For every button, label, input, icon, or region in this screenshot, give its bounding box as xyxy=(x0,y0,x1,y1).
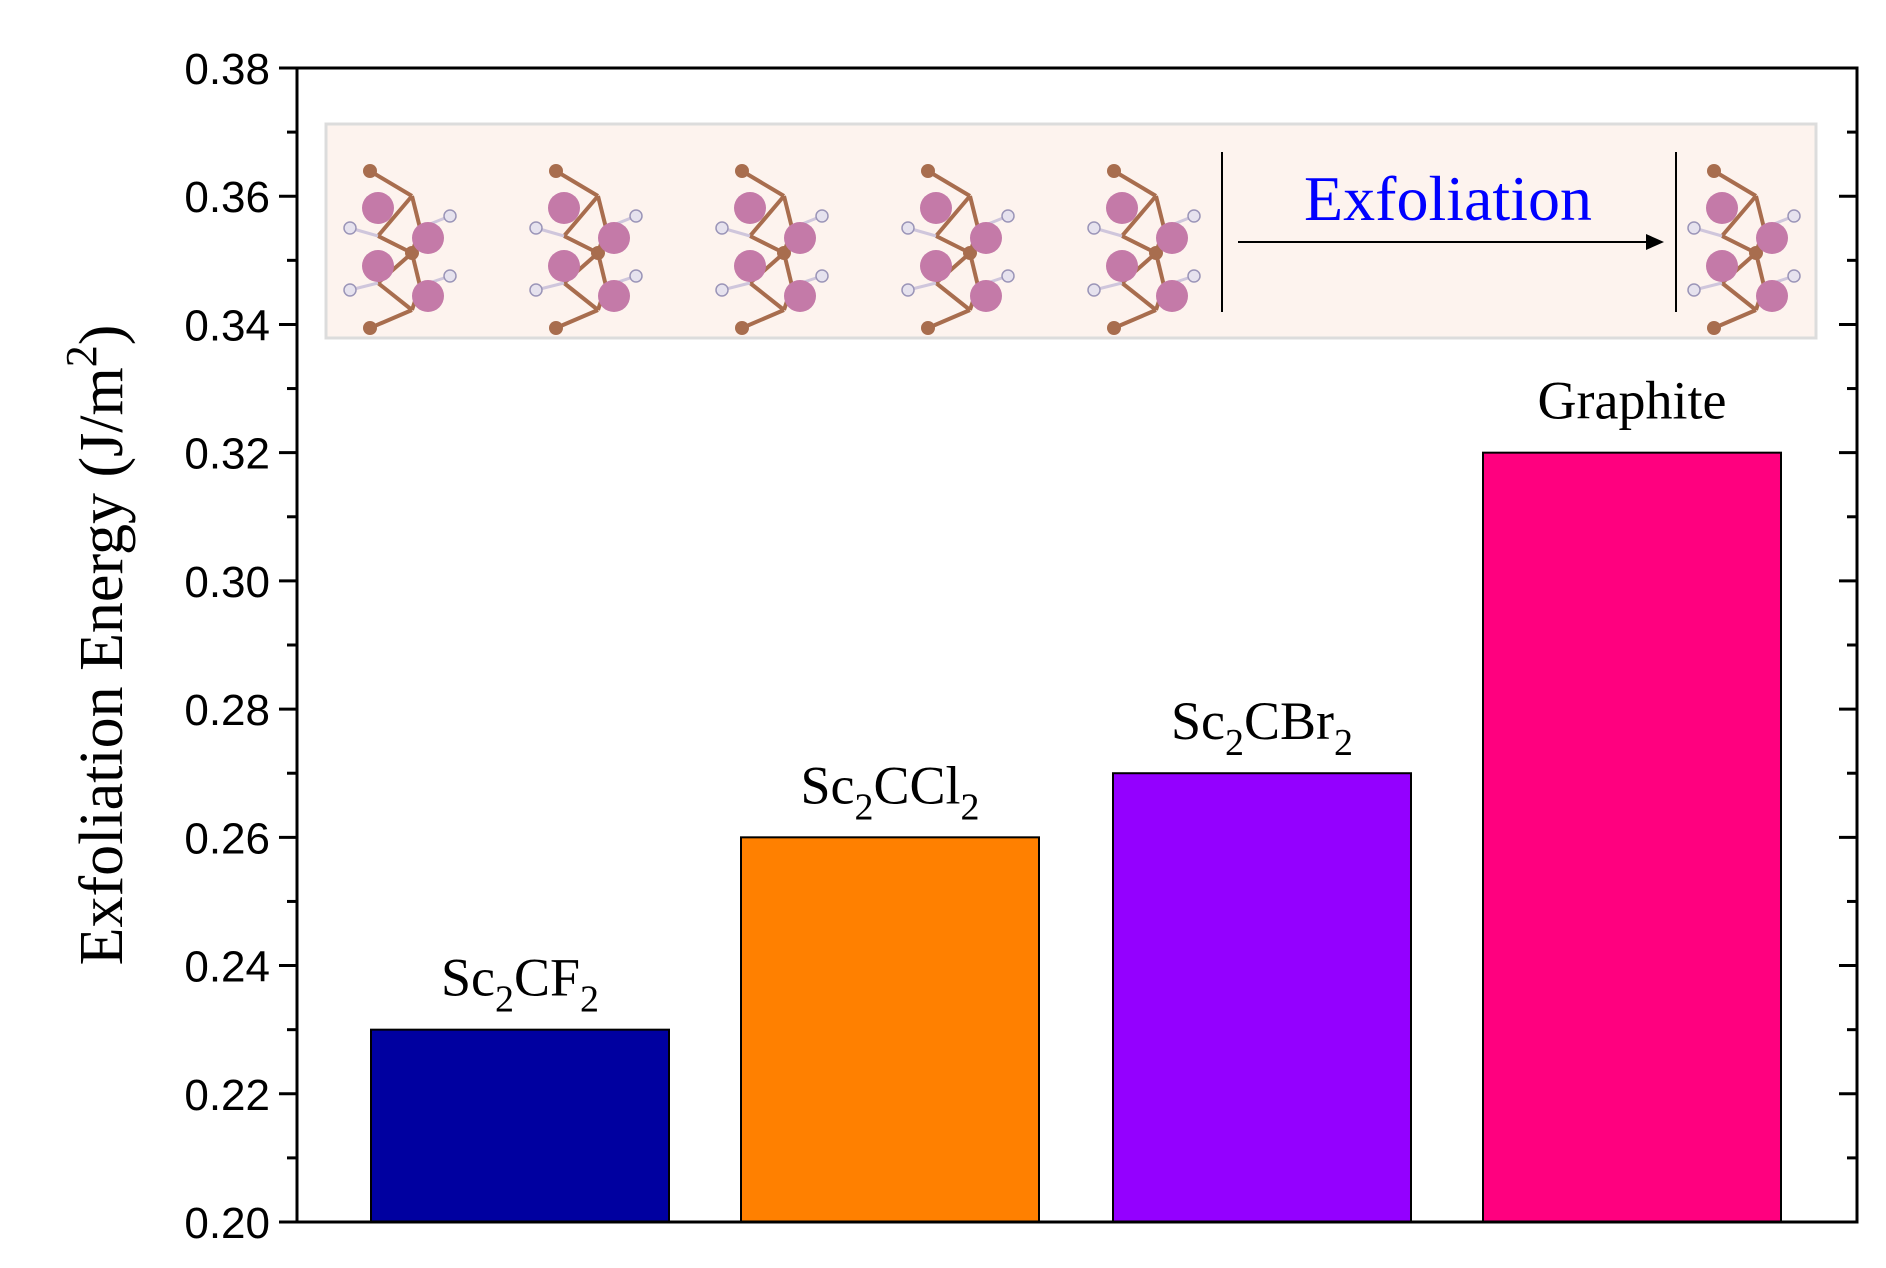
bar-sc2cf2 xyxy=(370,1028,670,1223)
y-tick-label: 0.38 xyxy=(184,45,270,94)
y-tick-label: 0.32 xyxy=(184,430,270,479)
y-tick-label: 0.34 xyxy=(184,301,270,350)
bars xyxy=(370,451,1782,1223)
y-tick-label: 0.24 xyxy=(184,943,270,992)
y-axis-label: Exfoliation Energy (J/m2) xyxy=(57,325,136,966)
y-tick-label: 0.36 xyxy=(184,173,270,222)
inset-panel: Exfoliation xyxy=(324,122,1818,340)
y-tick-labels: 0.20 0.22 0.24 0.26 0.28 0.30 0.32 0.34 … xyxy=(184,45,270,1248)
bar-label-sc2ccl2: Sc2CCl2 xyxy=(800,755,979,828)
bar-sc2ccl2 xyxy=(740,836,1040,1223)
y-tick-label: 0.28 xyxy=(184,686,270,735)
y-tick-label: 0.22 xyxy=(184,1071,270,1120)
inset-background xyxy=(324,122,1818,340)
bar-sc2cbr2 xyxy=(1112,772,1412,1223)
bar-labels: Sc2CF2 Sc2CCl2 Sc2CBr2 Graphite xyxy=(441,371,1726,1021)
plot-frame xyxy=(295,66,1859,1224)
bar-graphite xyxy=(1482,451,1782,1223)
y-tick-label: 0.20 xyxy=(184,1199,270,1248)
bar-label-sc2cf2: Sc2CF2 xyxy=(441,948,599,1021)
bar-label-graphite: Graphite xyxy=(1538,371,1727,431)
bar-label-sc2cbr2: Sc2CBr2 xyxy=(1171,691,1353,764)
y-tick-label: 0.26 xyxy=(184,814,270,863)
y-tick-label: 0.30 xyxy=(184,558,270,607)
exfoliation-arrowhead xyxy=(1646,234,1664,250)
exfoliation-label: Exfoliation xyxy=(1304,163,1592,234)
